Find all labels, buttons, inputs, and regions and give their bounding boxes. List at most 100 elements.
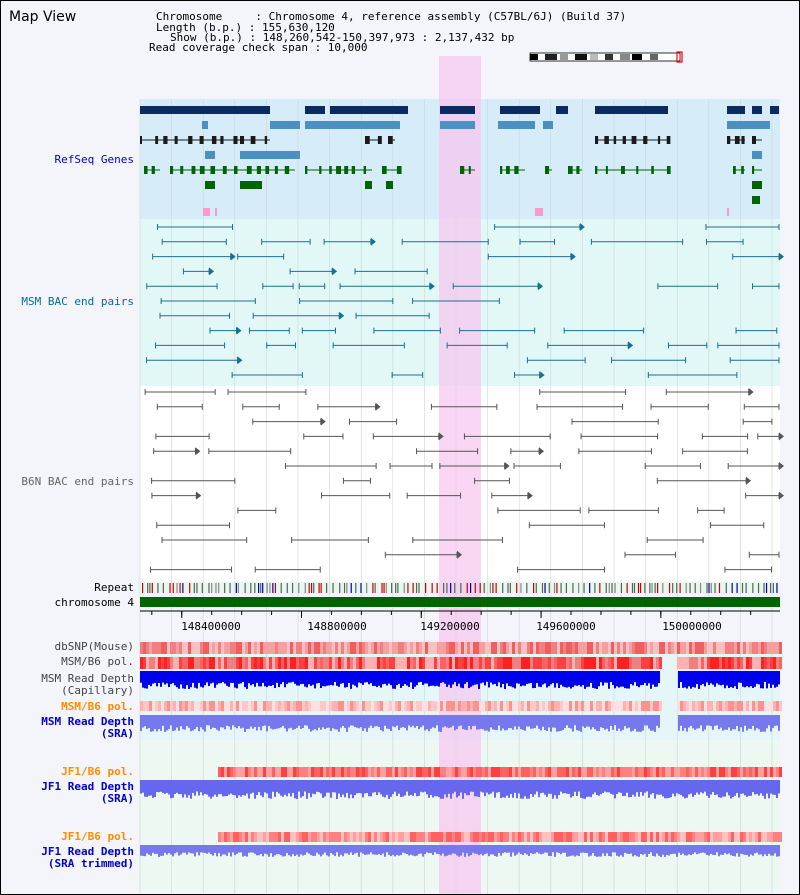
gene-exon[interactable] (568, 166, 573, 174)
gene-exon[interactable] (336, 166, 342, 174)
gene-exon[interactable] (651, 166, 654, 174)
gene-exon[interactable] (734, 136, 740, 144)
repeat-label[interactable]: Repeat (94, 581, 134, 594)
refseq-marker[interactable] (203, 208, 210, 216)
msm-b6-polymorphism-2[interactable] (140, 701, 782, 711)
jf1-read-depth-sra[interactable] (140, 780, 780, 799)
gene-exon[interactable] (180, 166, 184, 174)
gene-block[interactable] (240, 151, 300, 159)
gene-exon[interactable] (174, 136, 178, 144)
gene-exon[interactable] (329, 166, 332, 174)
gene-exon[interactable] (636, 166, 639, 174)
gene-block[interactable] (305, 121, 400, 129)
gene-exon[interactable] (595, 166, 598, 174)
gene-exon[interactable] (500, 166, 503, 174)
gene-exon[interactable] (363, 166, 367, 174)
msm-bac-features[interactable] (146, 223, 784, 379)
ideogram-position-marker[interactable] (676, 51, 683, 63)
gene-block[interactable] (727, 106, 745, 114)
refseq-genes-features[interactable] (140, 106, 779, 216)
gene-block[interactable] (270, 121, 300, 129)
gene-block[interactable] (202, 121, 208, 129)
gene-block[interactable] (205, 151, 215, 159)
refseq-genes-label[interactable]: RefSeq Genes (54, 153, 134, 166)
msm-depth-cap-label-1[interactable]: MSM Read Depth (41, 672, 134, 685)
gene-exon[interactable] (351, 166, 356, 174)
gene-exon[interactable] (210, 166, 216, 174)
dbsnp-label[interactable]: dbSNP(Mouse) (54, 640, 134, 653)
gene-exon[interactable] (365, 136, 370, 144)
jf1-depth-sra-label-1[interactable]: JF1 Read Depth (41, 780, 134, 793)
gene-exon[interactable] (265, 166, 270, 174)
gene-exon[interactable] (604, 136, 609, 144)
gene-exon[interactable] (144, 166, 148, 174)
gene-block[interactable] (330, 106, 408, 114)
jf1-depth-trim-label-1[interactable]: JF1 Read Depth (41, 845, 134, 858)
gene-exon[interactable] (621, 166, 625, 174)
refseq-marker[interactable] (727, 208, 729, 216)
gene-exon[interactable] (250, 136, 256, 144)
gene-exon[interactable] (246, 166, 252, 174)
gene-exon[interactable] (170, 166, 174, 174)
gene-exon[interactable] (140, 136, 143, 144)
gene-exon[interactable] (741, 136, 745, 144)
gene-exon[interactable] (666, 166, 671, 174)
gene-exon[interactable] (468, 166, 471, 174)
gene-exon[interactable] (222, 166, 227, 174)
gene-exon[interactable] (752, 166, 755, 174)
gene-exon[interactable] (199, 166, 205, 174)
repeat-features[interactable] (142, 583, 778, 593)
gene-block[interactable] (543, 121, 553, 129)
gene-exon[interactable] (460, 166, 465, 174)
gene-exon[interactable] (274, 166, 278, 174)
gene-exon[interactable] (631, 136, 637, 144)
gene-exon[interactable] (220, 136, 224, 144)
gene-exon[interactable] (151, 166, 155, 174)
gene-exon[interactable] (382, 166, 387, 174)
gene-block[interactable] (752, 106, 762, 114)
gene-exon[interactable] (752, 136, 756, 144)
gene-exon[interactable] (613, 136, 617, 144)
gene-block[interactable] (556, 106, 568, 114)
gene-exon[interactable] (741, 166, 744, 174)
gene-exon[interactable] (643, 136, 648, 144)
gene-block[interactable] (500, 106, 540, 114)
gene-exon[interactable] (284, 166, 290, 174)
gene-block[interactable] (365, 181, 372, 189)
gene-block[interactable] (305, 106, 325, 114)
gene-exon[interactable] (388, 136, 393, 144)
gene-exon[interactable] (233, 136, 238, 144)
jf1-b6-polymorphism-2[interactable] (218, 832, 782, 842)
gene-exon[interactable] (377, 136, 382, 144)
gene-exon[interactable] (305, 166, 308, 174)
gene-block[interactable] (498, 121, 535, 129)
gene-exon[interactable] (514, 166, 519, 174)
gene-block[interactable] (752, 196, 760, 204)
gene-exon[interactable] (545, 166, 550, 174)
msm-read-depth-sra[interactable] (140, 715, 780, 732)
b6n-bac-features[interactable] (144, 388, 784, 573)
gene-exon[interactable] (605, 166, 608, 174)
gene-exon[interactable] (188, 136, 193, 144)
gene-exon[interactable] (396, 166, 402, 174)
gene-block[interactable] (440, 106, 475, 114)
gene-exon[interactable] (576, 166, 580, 174)
gene-block[interactable] (205, 181, 215, 189)
gene-exon[interactable] (595, 136, 599, 144)
highlight-region[interactable] (439, 56, 481, 894)
msm-bac-label[interactable]: MSM BAC end pairs (21, 295, 134, 308)
gene-exon[interactable] (727, 136, 731, 144)
gene-exon[interactable] (506, 166, 510, 174)
gene-exon[interactable] (155, 136, 159, 144)
gene-block[interactable] (595, 106, 668, 114)
gene-block[interactable] (727, 121, 770, 129)
gene-block[interactable] (240, 181, 262, 189)
msm-pol-label[interactable]: MSM/B6 pol. (61, 655, 134, 668)
gene-exon[interactable] (256, 166, 261, 174)
gene-block[interactable] (440, 121, 475, 129)
gene-block[interactable] (770, 106, 779, 114)
jf1-read-depth-sra-trimmed[interactable] (140, 845, 780, 857)
b6n-bac-label[interactable]: B6N BAC end pairs (21, 475, 134, 488)
gene-block[interactable] (752, 181, 762, 189)
